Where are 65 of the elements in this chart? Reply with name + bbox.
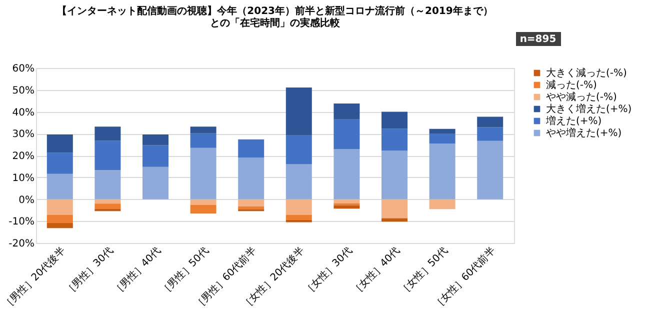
bar bbox=[46, 199, 73, 215]
bar bbox=[238, 157, 264, 200]
bar bbox=[46, 152, 73, 174]
y-tick-label: -20% bbox=[8, 238, 34, 250]
bar bbox=[477, 140, 504, 200]
text: n=895 bbox=[520, 34, 556, 45]
bar bbox=[286, 199, 312, 215]
legend-label: やや増えた(+%) bbox=[546, 127, 622, 139]
bar bbox=[286, 87, 312, 136]
bar bbox=[190, 126, 216, 134]
bar bbox=[190, 133, 216, 148]
bar bbox=[429, 128, 456, 134]
bar bbox=[429, 143, 456, 200]
y-tick-label: 50% bbox=[12, 85, 34, 96]
bar bbox=[46, 174, 73, 200]
bar bbox=[142, 145, 168, 167]
y-tick-label: 40% bbox=[12, 107, 34, 118]
y-tick-label: 0% bbox=[18, 194, 34, 206]
y-tick-label: 30% bbox=[12, 129, 34, 140]
bar bbox=[477, 116, 504, 128]
bar bbox=[94, 170, 121, 200]
text: 【インターネット配信動画の視聴】今年（2023年）前半と新型コロナ流行前（～2019年まで） bbox=[57, 6, 493, 17]
bar bbox=[286, 164, 312, 200]
y-tick-label: 20% bbox=[12, 151, 34, 162]
bar bbox=[94, 126, 121, 141]
bar bbox=[238, 206, 264, 210]
bar bbox=[142, 166, 168, 200]
bar bbox=[94, 208, 121, 212]
bar bbox=[477, 127, 504, 141]
bar bbox=[429, 134, 456, 144]
bar bbox=[286, 135, 312, 164]
legend-label: 増えた(+%) bbox=[545, 115, 602, 127]
bar bbox=[286, 214, 312, 220]
bar bbox=[382, 112, 408, 129]
bar bbox=[94, 204, 121, 209]
x-tick-label: ［男性］30代 bbox=[62, 244, 116, 298]
bar bbox=[94, 140, 121, 170]
legend-label: やや減った(-%) bbox=[546, 91, 618, 103]
legend-label: 大きく増えた(+%) bbox=[546, 103, 632, 115]
bar bbox=[382, 199, 408, 218]
y-tick-label: 60% bbox=[12, 64, 34, 74]
bar bbox=[334, 103, 360, 120]
bar bbox=[382, 218, 408, 222]
bar bbox=[190, 199, 216, 205]
legend-label: 減った(-%) bbox=[546, 79, 598, 91]
bar bbox=[46, 134, 73, 153]
bar bbox=[334, 205, 360, 209]
bar bbox=[238, 199, 264, 206]
bar bbox=[382, 150, 408, 200]
bar bbox=[190, 204, 216, 214]
bar bbox=[334, 119, 360, 149]
bar bbox=[382, 128, 408, 150]
text: との「在宅時間」の実感比較 bbox=[210, 18, 340, 29]
bar bbox=[334, 148, 360, 200]
legend-label: 大きく減った(-%) bbox=[546, 67, 628, 79]
bar bbox=[94, 199, 121, 204]
bar bbox=[46, 222, 73, 228]
bar bbox=[429, 199, 456, 210]
y-tick-label: -10% bbox=[8, 216, 34, 228]
x-tick-label: ［女性］30代 bbox=[302, 244, 354, 298]
bar bbox=[142, 134, 168, 146]
y-tick-label: 10% bbox=[12, 172, 34, 184]
bar bbox=[46, 214, 73, 223]
bar bbox=[190, 148, 216, 200]
bar bbox=[238, 139, 264, 158]
